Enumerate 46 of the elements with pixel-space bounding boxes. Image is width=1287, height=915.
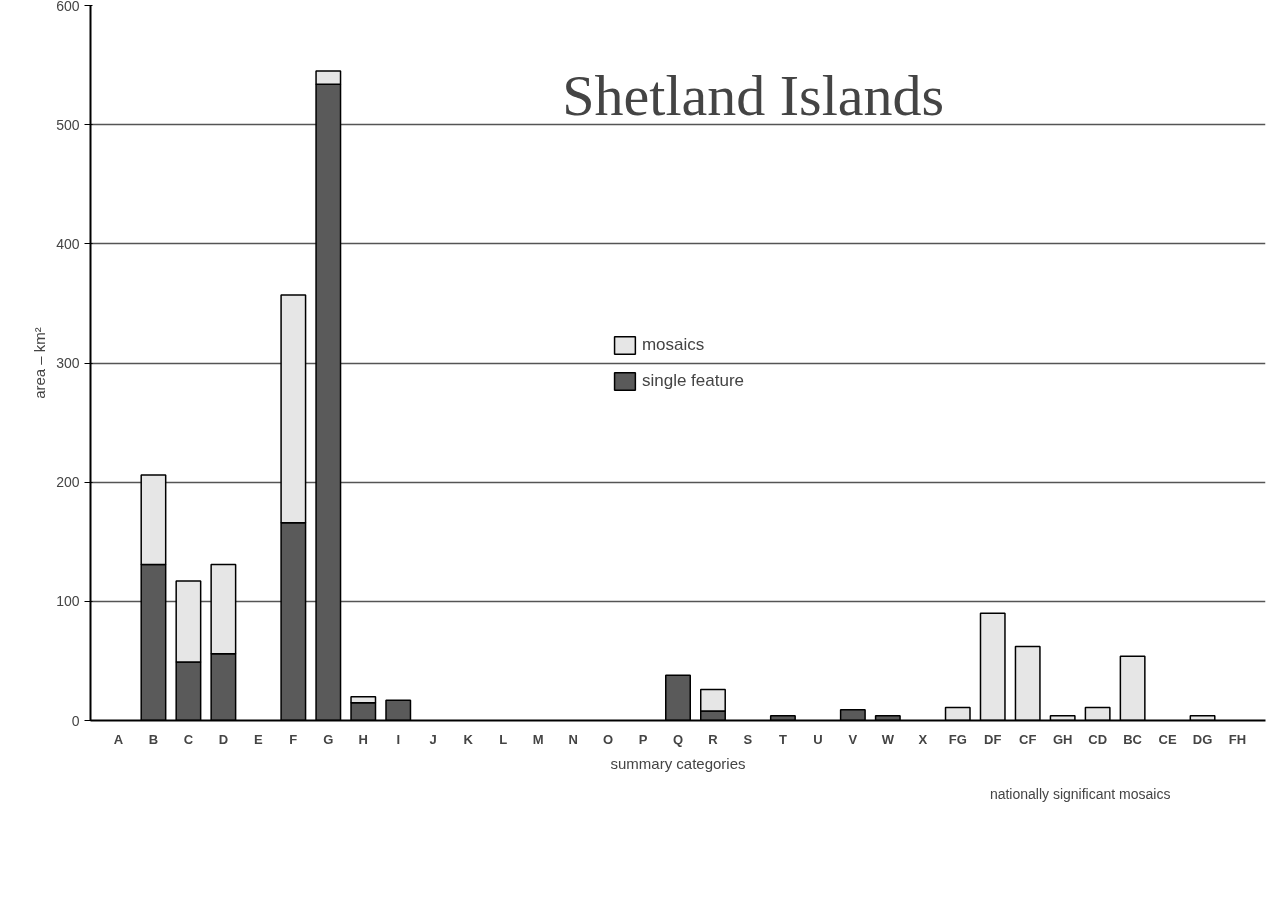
x-tick-label: T xyxy=(778,731,787,747)
x-tick-label: S xyxy=(743,731,753,747)
x-tick-label: FH xyxy=(1228,731,1247,747)
x-tick-label: E xyxy=(254,731,264,747)
x-tick-label: CE xyxy=(1158,731,1177,747)
x-tick-label: Q xyxy=(672,731,684,747)
x-tick-label: L xyxy=(499,731,508,747)
x-tick-label: J xyxy=(429,731,437,747)
x-tick-label: GH xyxy=(1052,731,1073,747)
x-tick-label: H xyxy=(358,731,368,747)
x-tick-label: C xyxy=(183,731,194,747)
x-tick-label: U xyxy=(813,731,823,747)
x-tick-label: DF xyxy=(984,731,1002,747)
x-tick-label: N xyxy=(568,731,578,747)
y-tick-label: 600 xyxy=(56,0,80,14)
x-tick-label: CF xyxy=(1019,731,1037,747)
x-tick-label: D xyxy=(218,731,229,747)
x-tick-label: BC xyxy=(1123,731,1143,747)
y-tick-label: 100 xyxy=(56,593,80,610)
x-tick-label: F xyxy=(289,731,298,747)
x-tick-label: P xyxy=(638,731,648,747)
x-tick-label: W xyxy=(881,731,895,747)
x-tick-label: CD xyxy=(1088,731,1108,747)
x-tick-label: K xyxy=(463,731,474,747)
x-tick-label: I xyxy=(396,731,401,747)
legend-label: single feature xyxy=(641,370,745,391)
y-tick-label: 500 xyxy=(56,116,80,133)
x-tick-label: FG xyxy=(948,731,967,747)
y-axis-title: area – km² xyxy=(31,327,49,399)
y-tick-label: 400 xyxy=(56,235,80,252)
x-tick-label: X xyxy=(918,731,928,747)
x-tick-label: M xyxy=(532,731,544,747)
x-tick-label: R xyxy=(708,731,719,747)
x-tick-label: G xyxy=(323,731,334,747)
x-tick-label: O xyxy=(603,731,614,747)
x-tick-label: V xyxy=(848,731,858,747)
text: Shetland Islands xyxy=(562,62,945,128)
x-axis-title: summary categories xyxy=(610,754,746,772)
x-tick-label: DG xyxy=(1192,731,1213,747)
y-tick-label: 300 xyxy=(56,355,80,371)
x-tick-label: B xyxy=(148,731,159,747)
legend-label: mosaics xyxy=(641,334,705,355)
x-tick-label: A xyxy=(113,731,124,747)
y-tick-label: 0 xyxy=(71,712,80,729)
text: nationally significant mosaics xyxy=(989,785,1171,802)
y-tick-label: 200 xyxy=(56,474,80,491)
